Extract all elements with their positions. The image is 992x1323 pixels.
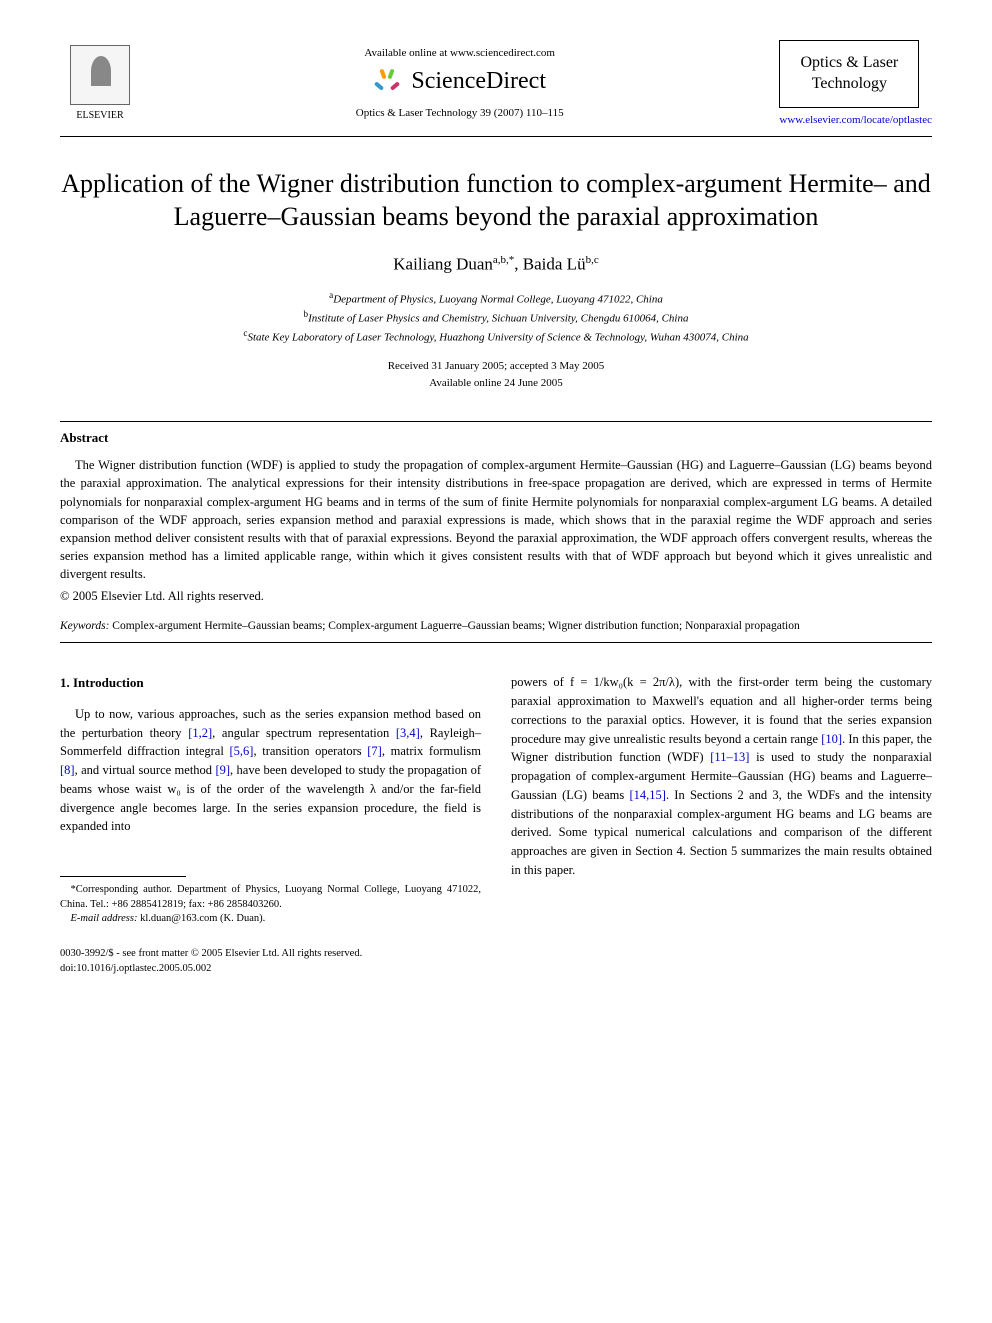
- footer: 0030-3992/$ - see front matter © 2005 El…: [60, 947, 481, 976]
- available-online-text: Available online at www.sciencedirect.co…: [140, 47, 779, 59]
- intro-text-5: , matrix formulism: [382, 744, 481, 758]
- ref-14-15[interactable]: [14,15]: [629, 788, 665, 802]
- keywords-label: Keywords:: [60, 620, 109, 632]
- footer-copyright: 0030-3992/$ - see front matter © 2005 El…: [60, 947, 481, 962]
- ref-9[interactable]: [9]: [215, 763, 230, 777]
- ref-11-13[interactable]: [11–13]: [710, 750, 749, 764]
- corresponding-author-footnote: *Corresponding author. Department of Phy…: [60, 883, 481, 912]
- keywords: Keywords: Complex-argument Hermite–Gauss…: [60, 618, 932, 634]
- received-date: Received 31 January 2005; accepted 3 May…: [60, 358, 932, 375]
- abstract-top-rule: [60, 421, 932, 422]
- body-columns: 1. Introduction Up to now, various appro…: [60, 673, 932, 976]
- author-1-affil: a,b,*: [493, 254, 514, 266]
- elsevier-tree-icon: [70, 45, 130, 105]
- sciencedirect-logo: ScienceDirect: [140, 67, 779, 97]
- keywords-text: Complex-argument Hermite–Gaussian beams;…: [109, 620, 799, 632]
- author-1: Kailiang Duan: [393, 255, 493, 274]
- header-rule: [60, 136, 932, 137]
- center-header: Available online at www.sciencedirect.co…: [140, 47, 779, 119]
- sciencedirect-text: ScienceDirect: [411, 68, 546, 95]
- email-address: kl.duan@163.com (K. Duan).: [137, 913, 265, 924]
- online-date: Available online 24 June 2005: [60, 375, 932, 392]
- column-left: 1. Introduction Up to now, various appro…: [60, 673, 481, 976]
- publisher-logo: ELSEVIER: [60, 45, 140, 121]
- column-right: powers of f = 1/kw₀(k = 2π/λ), with the …: [511, 673, 932, 976]
- intro-paragraph-right: powers of f = 1/kw₀(k = 2π/λ), with the …: [511, 673, 932, 879]
- affiliation-b: Institute of Laser Physics and Chemistry…: [308, 313, 688, 325]
- intro-text-6: , and virtual source method: [75, 763, 216, 777]
- affiliation-a: Department of Physics, Luoyang Normal Co…: [333, 294, 663, 306]
- author-2-affil: b,c: [586, 254, 599, 266]
- authors: Kailiang Duana,b,*, Baida Lüb,c: [60, 254, 932, 275]
- journal-url[interactable]: www.elsevier.com/locate/optlastec: [779, 114, 932, 126]
- publisher-name: ELSEVIER: [60, 110, 140, 121]
- ref-8[interactable]: [8]: [60, 763, 75, 777]
- intro-text-2: , angular spectrum representation: [212, 726, 396, 740]
- author-2: Baida Lü: [523, 255, 586, 274]
- section-1-heading: 1. Introduction: [60, 673, 481, 693]
- email-footnote: E-mail address: kl.duan@163.com (K. Duan…: [60, 912, 481, 927]
- journal-box-container: Optics & Laser Technology www.elsevier.c…: [779, 40, 932, 126]
- abstract-heading: Abstract: [60, 430, 932, 446]
- sciencedirect-icon: [373, 67, 403, 97]
- article-dates: Received 31 January 2005; accepted 3 May…: [60, 358, 932, 391]
- affiliation-c: State Key Laboratory of Laser Technology…: [247, 332, 748, 344]
- ref-7[interactable]: [7]: [367, 744, 382, 758]
- intro-text-4: , transition operators: [253, 744, 367, 758]
- ref-3-4[interactable]: [3,4]: [396, 726, 420, 740]
- footer-doi: doi:10.1016/j.optlastec.2005.05.002: [60, 962, 481, 977]
- ref-1-2[interactable]: [1,2]: [188, 726, 212, 740]
- page-header: ELSEVIER Available online at www.science…: [60, 40, 932, 126]
- ref-5-6[interactable]: [5,6]: [229, 744, 253, 758]
- abstract-text: The Wigner distribution function (WDF) i…: [60, 456, 932, 583]
- journal-title-box: Optics & Laser Technology: [779, 40, 919, 108]
- journal-box-line1: Optics & Laser: [788, 53, 910, 74]
- abstract-copyright: © 2005 Elsevier Ltd. All rights reserved…: [60, 589, 932, 604]
- article-title: Application of the Wigner distribution f…: [60, 167, 932, 235]
- email-label: E-mail address:: [71, 913, 138, 924]
- affiliations: aDepartment of Physics, Luoyang Normal C…: [60, 289, 932, 346]
- journal-reference: Optics & Laser Technology 39 (2007) 110–…: [140, 107, 779, 119]
- ref-10[interactable]: [10]: [821, 732, 842, 746]
- journal-box-line2: Technology: [788, 74, 910, 95]
- intro-paragraph-left: Up to now, various approaches, such as t…: [60, 705, 481, 836]
- abstract-bottom-rule: [60, 642, 932, 643]
- footnote-rule: [60, 876, 186, 877]
